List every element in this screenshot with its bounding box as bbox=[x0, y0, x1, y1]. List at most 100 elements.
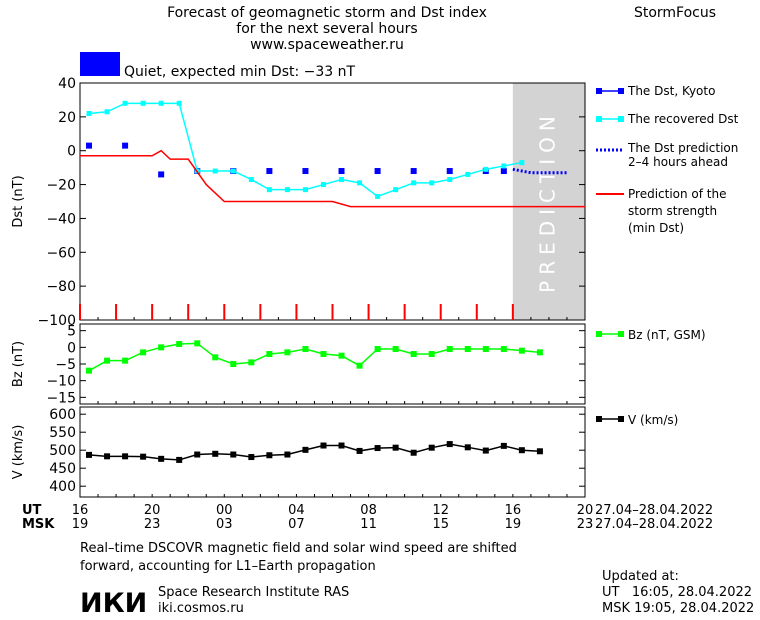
v-point bbox=[122, 453, 129, 460]
bz-point bbox=[230, 361, 237, 367]
recovered-dst-point bbox=[86, 110, 92, 116]
ut-tick-label: 08 bbox=[360, 503, 377, 518]
bz-point bbox=[176, 341, 183, 347]
v-point bbox=[212, 450, 219, 457]
bz-point bbox=[320, 351, 327, 357]
recovered-dst-point bbox=[465, 171, 471, 177]
v-point bbox=[482, 447, 489, 454]
y-tick-label: −80 bbox=[46, 279, 76, 295]
recovered-dst-point bbox=[302, 187, 308, 193]
v-point bbox=[320, 442, 327, 449]
legend-label-strength-2: storm strength bbox=[628, 204, 717, 218]
recovered-dst-point bbox=[339, 176, 345, 182]
ut-tick-label: 20 bbox=[144, 503, 161, 518]
recovered-dst-point bbox=[248, 176, 254, 182]
y-tick-label: −10 bbox=[46, 374, 76, 390]
y-tick-label: 450 bbox=[49, 461, 76, 477]
msk-tick-label: 07 bbox=[288, 517, 305, 532]
updated-ut: UT 16:05, 28.04.2022 bbox=[602, 585, 752, 600]
footer-note-line-2: forward, accounting for L1–Earth propaga… bbox=[80, 559, 376, 574]
y-tick-label: 0 bbox=[67, 340, 76, 356]
y-tick-label: −100 bbox=[38, 313, 76, 329]
v-point bbox=[158, 455, 165, 462]
updated-label: Updated at: bbox=[602, 569, 679, 584]
bz-point bbox=[428, 351, 435, 357]
title-line-1: Forecast of geomagnetic storm and Dst in… bbox=[167, 5, 487, 21]
dst-kyoto-point bbox=[302, 168, 309, 175]
panel-1: 50−5−10−15 Bz (nT) bbox=[11, 323, 586, 406]
msk-tick-label: 11 bbox=[360, 517, 377, 532]
bz-point bbox=[482, 346, 489, 352]
title-line-2: for the next several hours bbox=[236, 21, 417, 37]
y-tick-label: −60 bbox=[46, 245, 76, 261]
bz-point bbox=[410, 351, 417, 357]
legend-label-prediction-1: The Dst prediction bbox=[627, 141, 738, 155]
legend-label-recovered: The recovered Dst bbox=[627, 112, 739, 126]
legend-label-dst-kyoto: The Dst, Kyoto bbox=[627, 84, 715, 98]
bz-point bbox=[104, 357, 111, 364]
y-tick-label: −40 bbox=[46, 211, 76, 227]
recovered-dst-point bbox=[501, 163, 507, 169]
bz-point bbox=[536, 349, 543, 356]
msk-tick-label: 15 bbox=[432, 517, 449, 532]
v-point bbox=[338, 442, 345, 449]
prediction-region bbox=[512, 83, 585, 320]
v-point bbox=[176, 456, 183, 463]
v-point bbox=[266, 452, 273, 459]
y-tick-label: −15 bbox=[46, 390, 76, 406]
ut-tick-label: 12 bbox=[432, 503, 449, 518]
v-point bbox=[446, 441, 453, 448]
prediction-label: PREDICTION bbox=[535, 110, 559, 293]
recovered-dst-point bbox=[266, 187, 272, 193]
recovered-dst-point bbox=[176, 100, 182, 106]
bz-point bbox=[464, 346, 471, 352]
institute-name: Space Research Institute RAS bbox=[158, 585, 349, 600]
msk-tick-label: 19 bbox=[72, 517, 89, 532]
msk-date-range: 27.04–28.04.2022 bbox=[595, 517, 713, 532]
v-point bbox=[248, 454, 255, 461]
bz-point bbox=[266, 351, 273, 357]
ut-tick-label: 16 bbox=[505, 503, 522, 518]
institute-site: iki.cosmos.ru bbox=[158, 601, 244, 616]
bz-point bbox=[500, 346, 507, 352]
recovered-dst-point bbox=[212, 168, 218, 174]
recovered-dst-point bbox=[122, 100, 128, 106]
v-point bbox=[284, 451, 291, 458]
msk-tick-label: 23 bbox=[577, 517, 594, 532]
bz-point bbox=[122, 357, 129, 364]
bz-point bbox=[140, 349, 147, 356]
status-text: Quiet, expected min Dst: −33 nT bbox=[124, 64, 356, 80]
ut-tick-label: 00 bbox=[216, 503, 233, 518]
recovered-dst-point bbox=[284, 187, 290, 193]
y-axis-label: V (km/s) bbox=[11, 425, 26, 480]
recovered-dst-point bbox=[429, 180, 435, 186]
v-point bbox=[410, 449, 417, 456]
y-tick-label: 400 bbox=[49, 479, 76, 495]
v-point bbox=[518, 447, 525, 454]
recovered-dst-point bbox=[158, 100, 164, 106]
bz-point bbox=[374, 346, 381, 352]
brand-name: StormFocus bbox=[634, 5, 716, 21]
legend-label-v: V (km/s) bbox=[628, 413, 678, 427]
bz-line bbox=[88, 342, 540, 372]
legend-label-bz: Bz (nT, GSM) bbox=[628, 328, 706, 342]
storm-strength-line bbox=[80, 149, 585, 208]
y-axis-label: Bz (nT) bbox=[11, 341, 26, 387]
bz-point bbox=[194, 340, 201, 347]
bz-point bbox=[212, 354, 219, 361]
v-point bbox=[140, 453, 147, 460]
panel-2: 600 550 500 450 400 V (km/s) bbox=[11, 406, 586, 498]
legend-item-prediction: The Dst prediction 2–4 hours ahead bbox=[596, 141, 738, 169]
dst-kyoto-point bbox=[86, 142, 93, 149]
y-tick-label: 0 bbox=[67, 144, 76, 160]
panel-0: PREDICTION 40 20 0 −20 −40 −60 −80 −100 Dst (nT) bbox=[11, 76, 586, 329]
v-point bbox=[86, 451, 93, 458]
dst-kyoto-point bbox=[410, 168, 417, 175]
v-point bbox=[374, 445, 381, 452]
recovered-dst-point bbox=[375, 193, 381, 199]
legend: The Dst, Kyoto The recovered Dst The Dst… bbox=[596, 84, 739, 427]
ut-tick-label: 20 bbox=[577, 503, 594, 518]
ut-date-range: 27.04–28.04.2022 bbox=[595, 503, 713, 518]
footer-note-line-1: Real–time DSCOVR magnetic field and sola… bbox=[80, 541, 517, 556]
y-tick-label: 20 bbox=[58, 110, 76, 126]
